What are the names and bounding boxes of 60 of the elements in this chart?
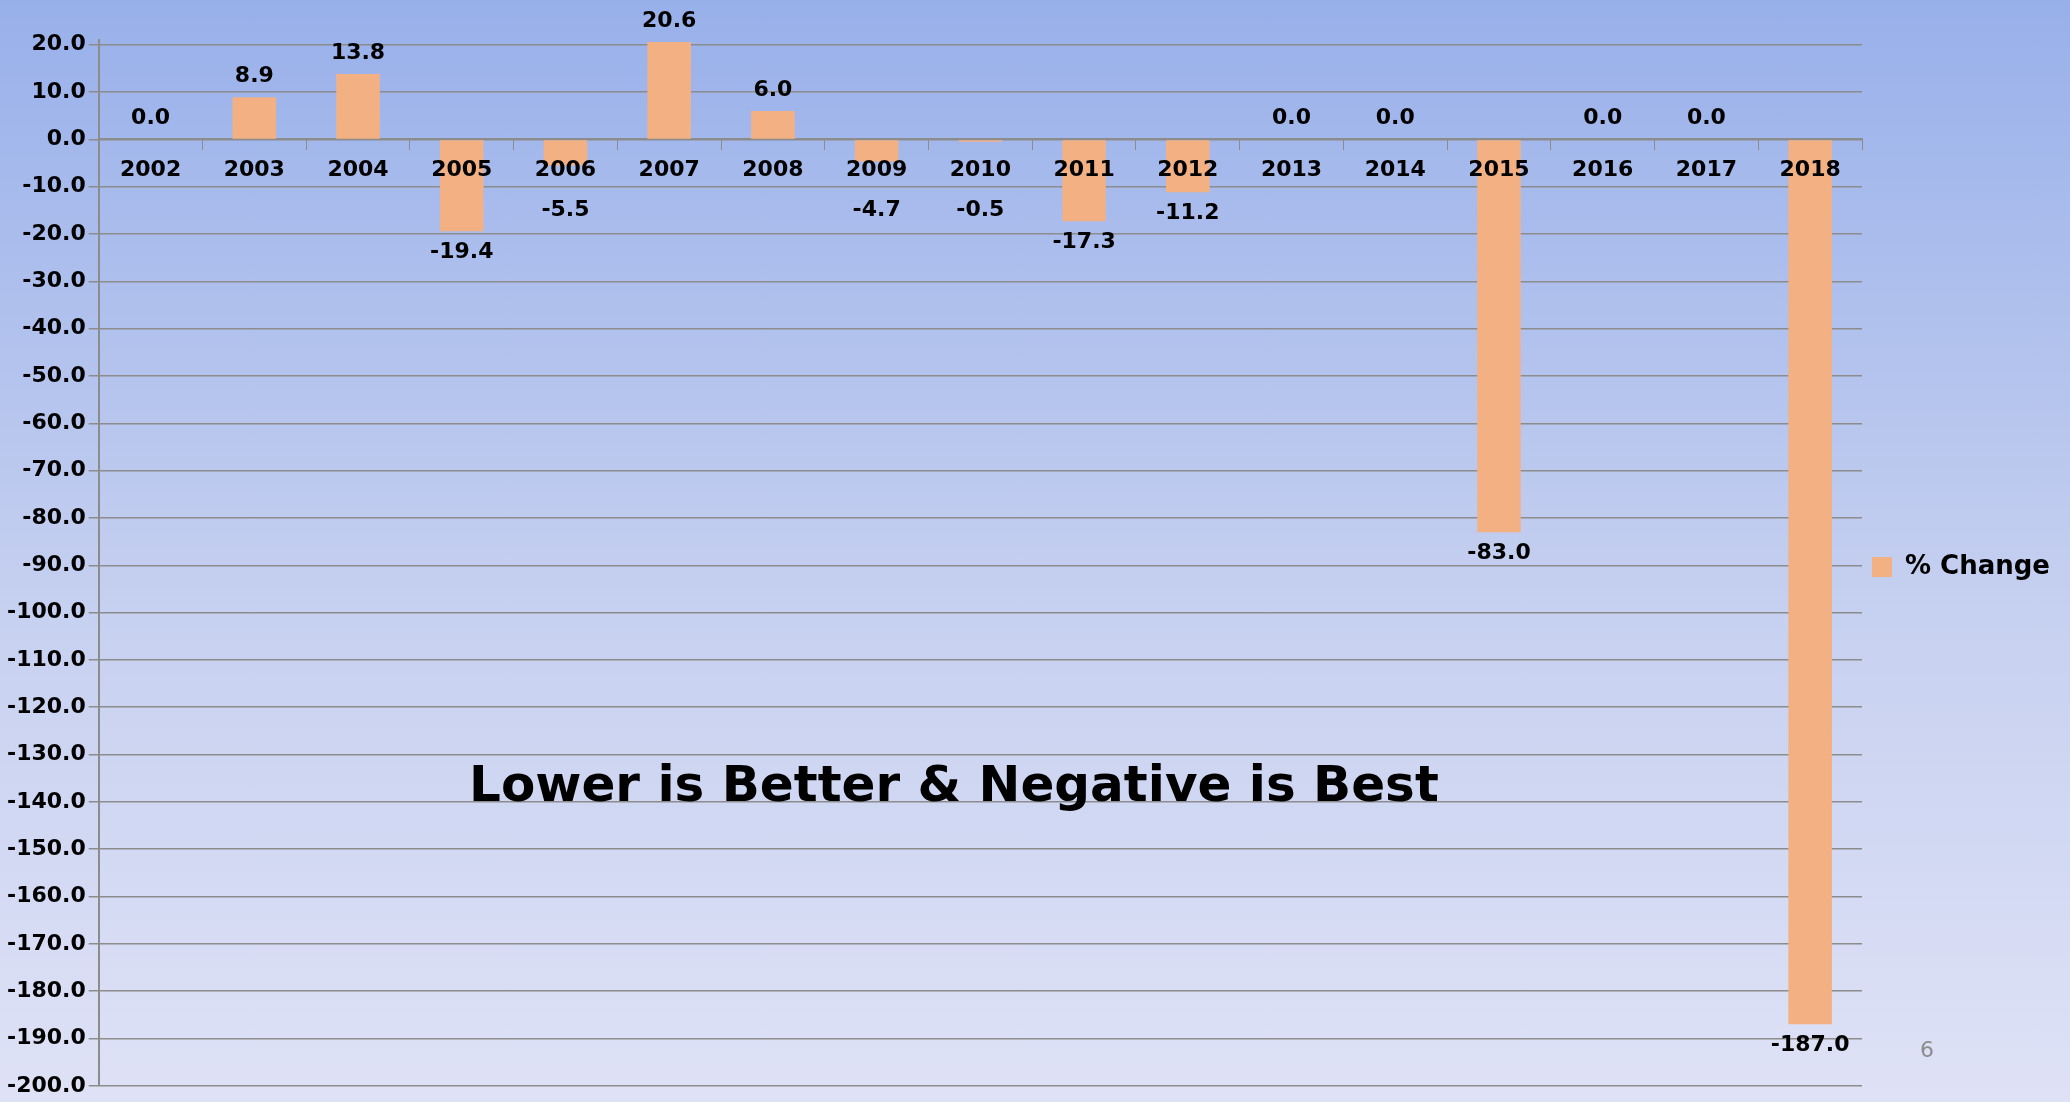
- x-tick-label: 2002: [119, 156, 182, 182]
- y-tick-label: -130.0: [7, 740, 86, 766]
- y-tick-label: -100.0: [7, 598, 86, 624]
- y-tick-label: -10.0: [22, 172, 86, 198]
- data-label: -83.0: [1467, 538, 1531, 564]
- y-tick-label: -20.0: [22, 219, 86, 245]
- y-tick-label: -80.0: [22, 503, 86, 529]
- data-label: 0.0: [1272, 104, 1312, 130]
- y-tick-label: -40.0: [22, 314, 86, 340]
- y-tick-label: -120.0: [7, 692, 86, 718]
- y-tick-label: -110.0: [7, 645, 86, 671]
- y-tick-label: -190.0: [7, 1024, 86, 1050]
- x-tick-label: 2012: [1157, 156, 1219, 182]
- y-tick-label: 20.0: [31, 30, 86, 56]
- y-tick-label: 10.0: [31, 77, 86, 103]
- data-label: -0.5: [956, 196, 1005, 222]
- y-tick-label: -160.0: [7, 882, 86, 908]
- x-tick-label: 2011: [1053, 156, 1115, 182]
- annotation: Lower is Better & Negative is Best: [469, 754, 1439, 813]
- x-tick-label: 2010: [949, 156, 1011, 182]
- x-tick-label: 2003: [223, 156, 285, 182]
- x-tick-label: 2017: [1675, 156, 1738, 182]
- data-label: -11.2: [1156, 199, 1220, 225]
- x-tick-label: 2005: [431, 156, 493, 182]
- data-label: 0.0: [1686, 104, 1726, 130]
- data-label: -19.4: [430, 237, 494, 263]
- x-tick-label: 2016: [1572, 156, 1634, 182]
- data-label: -5.5: [541, 196, 590, 222]
- y-tick-label: 0.0: [46, 125, 86, 151]
- data-label: -4.7: [852, 196, 901, 222]
- data-label: 0.0: [1583, 104, 1623, 130]
- x-tick-label: 2008: [742, 156, 804, 182]
- y-tick-label: -50.0: [22, 361, 86, 387]
- y-tick-label: -180.0: [7, 976, 86, 1002]
- data-label: -187.0: [1770, 1031, 1850, 1056]
- data-label: 8.9: [234, 61, 274, 87]
- data-label: 13.8: [330, 38, 386, 64]
- x-tick-label: 2006: [534, 156, 597, 182]
- x-tick-label: 2015: [1468, 156, 1530, 182]
- x-tick-label: 2018: [1779, 156, 1841, 182]
- x-tick-label: 2007: [638, 156, 700, 182]
- y-tick-label: -90.0: [22, 550, 86, 576]
- y-tick-label: -170.0: [7, 929, 86, 955]
- y-tick-label: -140.0: [7, 787, 86, 813]
- data-label: 20.6: [642, 6, 697, 32]
- legend-label: % Change: [1905, 549, 2051, 580]
- y-tick-label: -150.0: [7, 834, 86, 860]
- y-tick-label: -70.0: [22, 456, 86, 482]
- x-tick-label: 2013: [1260, 156, 1323, 182]
- x-tick-label: 2009: [846, 156, 908, 182]
- data-label: 6.0: [753, 75, 793, 101]
- y-tick-label: -60.0: [22, 409, 86, 435]
- data-label: 0.0: [1375, 104, 1415, 130]
- y-tick-label: -30.0: [22, 267, 86, 293]
- y-tick-label: -200.0: [7, 1071, 86, 1097]
- text: 6: [1920, 1036, 1935, 1062]
- x-tick-label: 2014: [1364, 156, 1426, 182]
- x-tick-label: 2004: [327, 156, 389, 182]
- data-label: 0.0: [131, 104, 171, 130]
- data-label: -17.3: [1052, 227, 1116, 253]
